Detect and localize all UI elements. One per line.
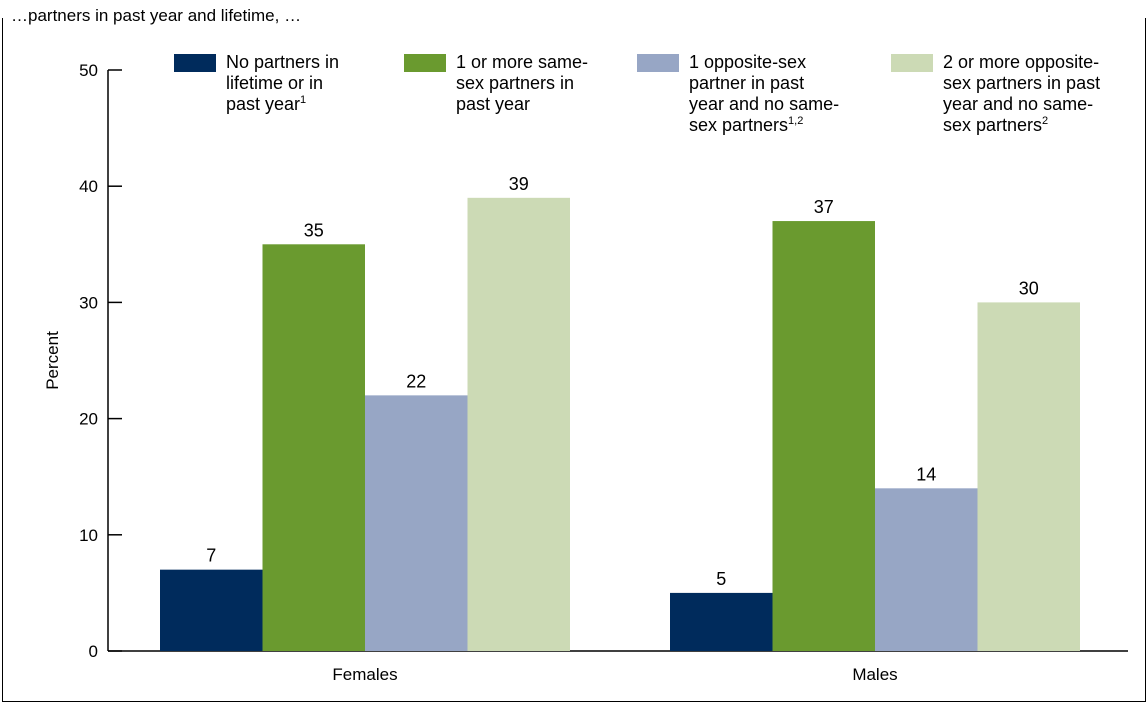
legend-label: No partners in lifetime or in past year1: [226, 52, 340, 114]
chart-frame: …partners in past year and lifetime, …: [2, 6, 1146, 702]
data-label: 39: [509, 174, 529, 194]
legend-swatch: [404, 54, 446, 72]
y-tick-label: 0: [89, 642, 98, 661]
bar: [160, 569, 263, 651]
bar: [772, 221, 875, 651]
category-label: Males: [852, 665, 897, 684]
data-label: 7: [206, 546, 216, 566]
data-label: 37: [814, 197, 834, 217]
clipped-caption: …partners in past year and lifetime, …: [11, 6, 302, 25]
data-label: 35: [304, 220, 324, 240]
data-label: 30: [1019, 278, 1039, 298]
y-tick-label: 10: [79, 526, 98, 545]
legend-label: 1 or more same-sex partners in past year: [456, 52, 589, 114]
bar: [977, 302, 1080, 651]
legend-label: 2 or more opposite-sex partners in past y…: [943, 52, 1101, 135]
data-label: 14: [916, 464, 936, 484]
y-tick-label: 30: [79, 293, 98, 312]
bar: [875, 488, 978, 651]
bar: [467, 197, 570, 651]
legend-swatch: [891, 54, 933, 72]
category-label: Females: [332, 665, 397, 684]
legend-swatch: [637, 54, 679, 72]
y-tick-label: 50: [79, 61, 98, 80]
bar: [365, 395, 468, 651]
legend-swatch: [174, 54, 216, 72]
y-tick-label: 20: [79, 410, 98, 429]
y-axis-title: Percent: [43, 331, 62, 390]
bar: [670, 592, 773, 651]
y-tick-label: 40: [79, 177, 98, 196]
data-label: 5: [716, 569, 726, 589]
legend-label: 1 opposite-sex partner in past year and no…: [689, 52, 840, 135]
bar: [262, 244, 365, 652]
data-label: 22: [406, 371, 426, 391]
